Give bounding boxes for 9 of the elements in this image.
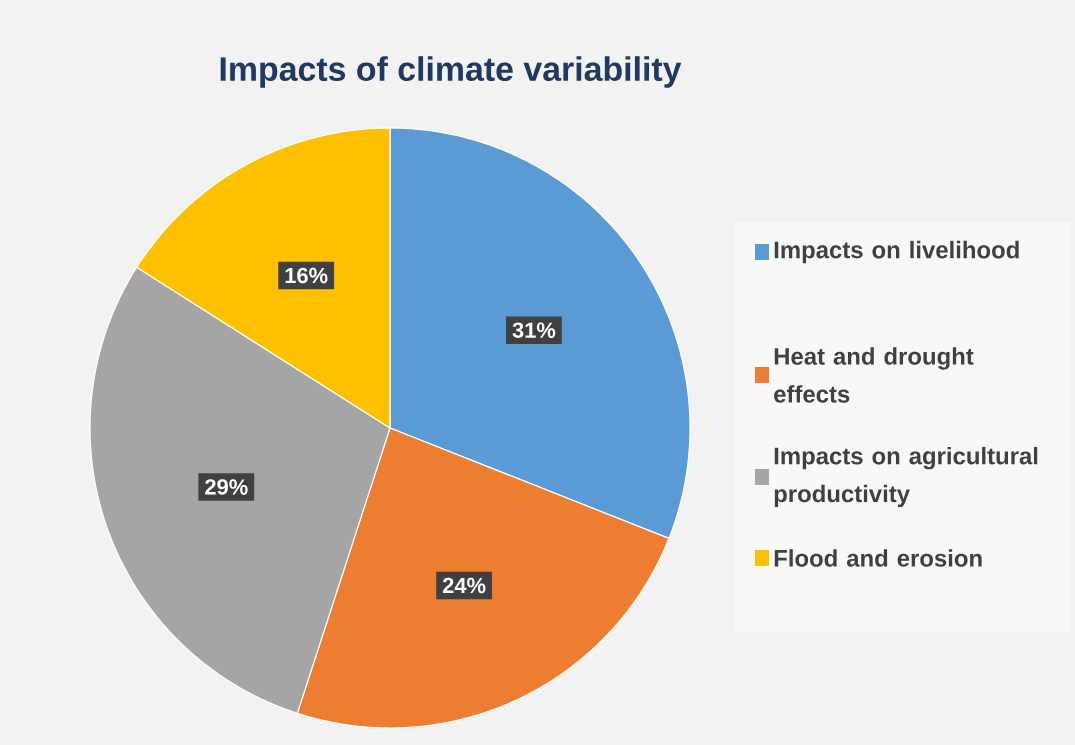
legend-label: Flood and erosion <box>774 549 982 567</box>
legend-label: Heat and drought effects <box>774 347 974 403</box>
data-label: 16% <box>285 267 328 284</box>
data-label: 31% <box>512 322 556 338</box>
data-label: 29% <box>205 479 248 495</box>
legend-label: Impacts on agricultural productivity <box>774 446 1038 508</box>
data-label: 24% <box>442 577 486 594</box>
legend-label: Impacts on livelihood <box>774 240 1019 264</box>
chart-title: Impacts of climate variability <box>220 56 682 88</box>
